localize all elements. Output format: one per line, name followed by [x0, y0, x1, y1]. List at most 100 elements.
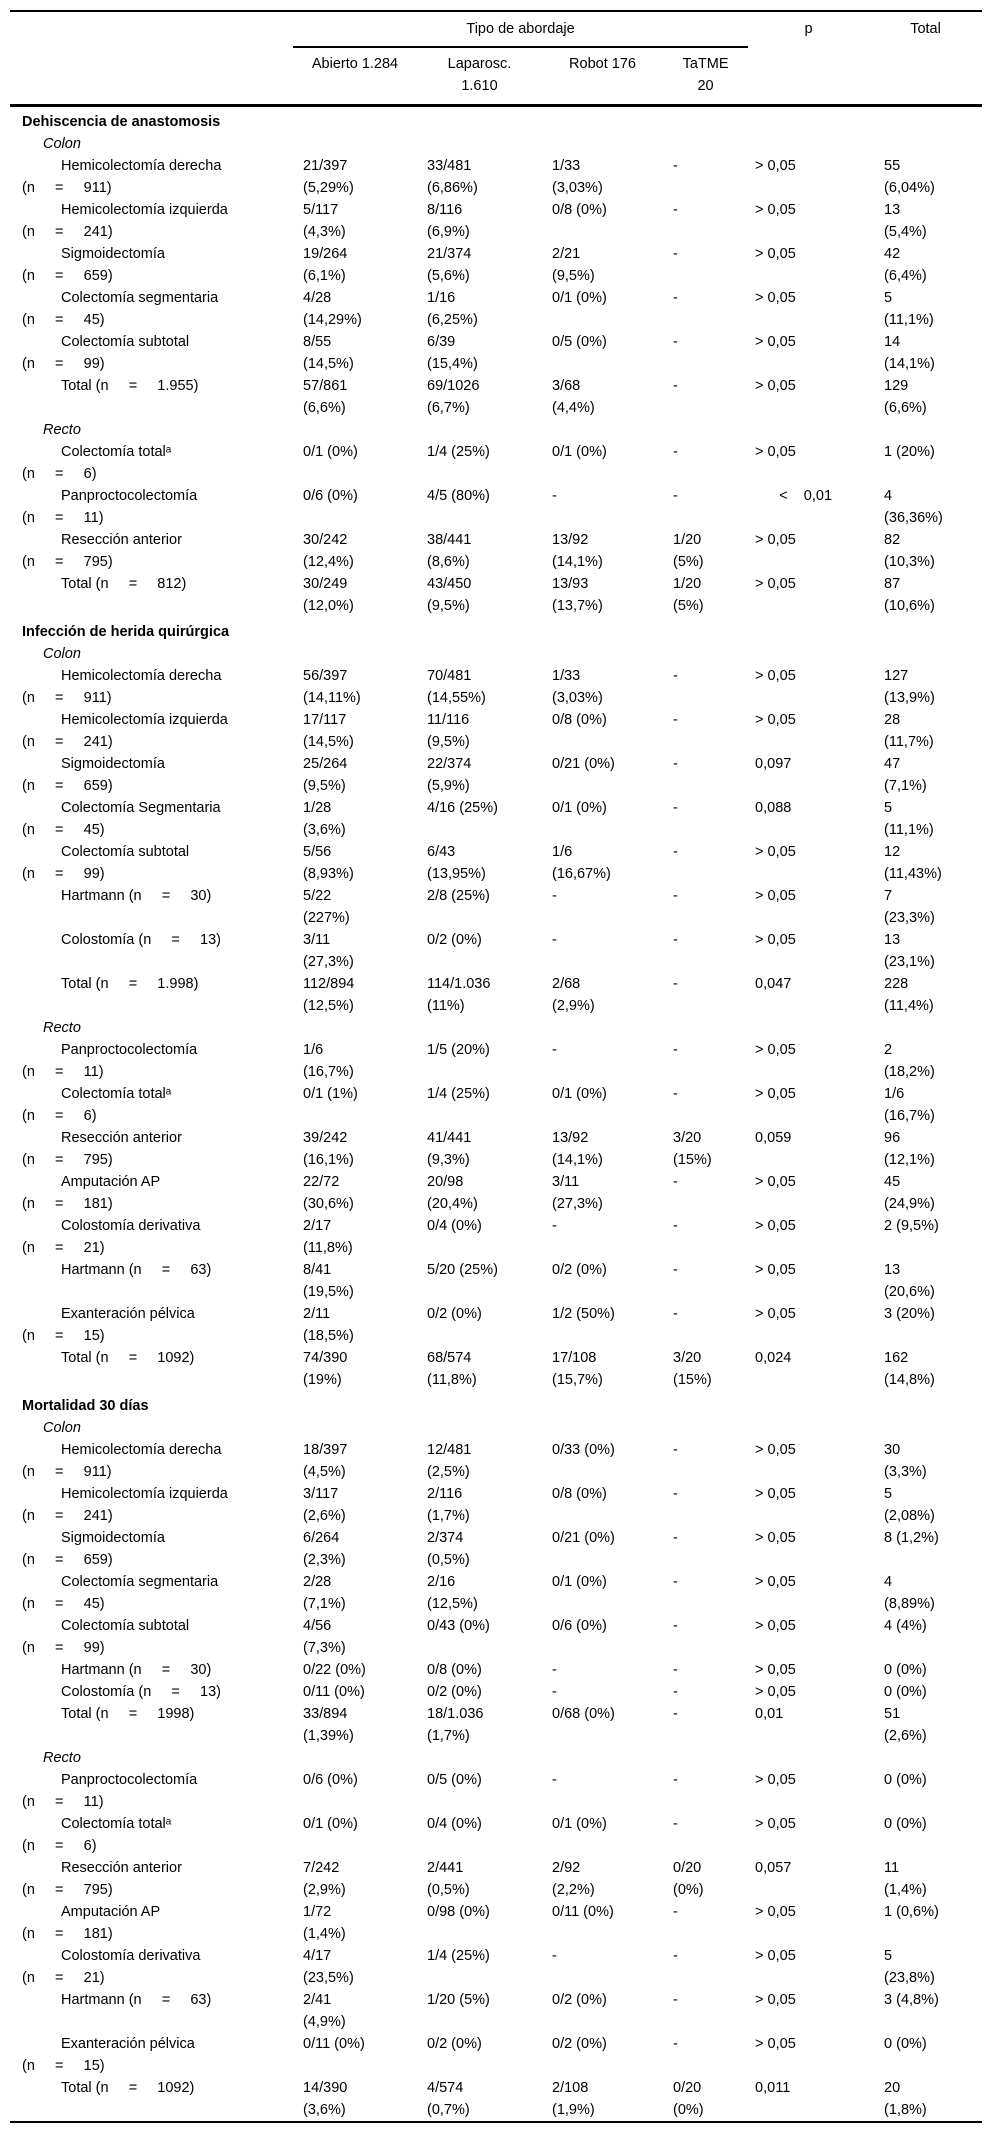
p-value-cell: > 0,05 — [755, 712, 796, 728]
robot-cell: 3/68 (4,4%) — [552, 378, 595, 416]
abierto-cell: 0/11 (0%) — [303, 2036, 365, 2052]
p-value-cell: > 0,05 — [755, 202, 796, 218]
p-value-cell: > 0,05 — [755, 290, 796, 306]
robot-cell: - — [552, 888, 557, 904]
header-row-approaches: Abierto 1.284 Laparosc. 1.610 Robot 176 … — [10, 47, 982, 107]
procedure-label: Colectomía segmentaria (n = 45) — [22, 1574, 219, 1612]
tatme-cell: - — [673, 712, 678, 728]
robot-cell: 2/108 (1,9%) — [552, 2080, 595, 2118]
procedure-row: Hemicolectomía izquierda (n = 241) 3/117 … — [10, 1483, 982, 1527]
p-value-cell: > 0,05 — [755, 2036, 796, 2052]
procedure-row: Panproctocolectomía (n = 11) 0/6 (0%) 0/5 … — [10, 1769, 982, 1813]
robot-cell: 0/8 (0%) — [552, 712, 607, 728]
procedure-row: Total (n = 812) 30/249 (12,0%) 43/450 (9,5… — [10, 573, 982, 617]
abierto-cell: 74/390 (19%) — [303, 1350, 348, 1388]
robot-cell: - — [552, 1042, 557, 1058]
tatme-cell: - — [673, 888, 678, 904]
laparosc-cell: 18/1.036 (1,7%) — [427, 1706, 484, 1744]
tatme-cell: - — [673, 976, 678, 992]
p-value-cell: > 0,05 — [755, 1262, 796, 1278]
tatme-cell: 1/20 (5%) — [673, 532, 704, 570]
procedure-label: Exanteración pélvica (n = 15) — [22, 2036, 195, 2074]
total-cell: 55 (6,04%) — [884, 158, 935, 196]
procedure-row: Exanteración pélvica (n = 15) 0/11 (0%) 0/… — [10, 2033, 982, 2077]
procedure-row: Colectomía Segmentaria (n = 45) 1/28 (3,6… — [10, 797, 982, 841]
abierto-cell: 25/264 (9,5%) — [303, 756, 348, 794]
laparosc-cell: 0/4 (0%) — [427, 1816, 482, 1832]
robot-cell: - — [552, 1772, 557, 1788]
abierto-cell: 112/894 (12,5%) — [303, 976, 355, 1014]
p-value-cell: > 0,05 — [755, 1992, 796, 2008]
total-cell: 20 (1,8%) — [884, 2080, 927, 2118]
abierto-cell: 7/242 (2,9%) — [303, 1860, 346, 1898]
total-cell: 82 (10,3%) — [884, 532, 935, 570]
total-cell: 2 (18,2%) — [884, 1042, 935, 1080]
total-cell: 5 (11,1%) — [884, 800, 934, 838]
procedure-row: Hemicolectomía izquierda (n = 241) 5/117 … — [10, 199, 982, 243]
p-value-cell: > 0,05 — [755, 334, 796, 350]
total-cell: 0 (0%) — [884, 1684, 927, 1700]
abierto-cell: 4/56 (7,3%) — [303, 1618, 346, 1656]
robot-cell: 13/92 (14,1%) — [552, 1130, 603, 1168]
outcomes-table: Tipo de abordaje p Total Abierto 1.284 L… — [10, 10, 983, 2123]
robot-cell: 0/21 (0%) — [552, 756, 615, 772]
total-cell: 228 (11,4%) — [884, 976, 934, 1014]
robot-cell: - — [552, 488, 557, 504]
tatme-cell: - — [673, 202, 678, 218]
p-value-cell: > 0,05 — [755, 1816, 796, 1832]
abierto-cell: 33/894 (1,39%) — [303, 1706, 354, 1744]
total-cell: 3 (4,8%) — [884, 1992, 939, 2008]
p-value-cell: > 0,05 — [755, 378, 796, 394]
total-cell: 8 (1,2%) — [884, 1530, 939, 1546]
procedure-row: Colostomía derivativa (n = 21) 4/17 (23,5… — [10, 1945, 982, 1989]
laparosc-cell: 5/20 (25%) — [427, 1262, 498, 1278]
laparosc-cell: 0/5 (0%) — [427, 1772, 482, 1788]
laparosc-cell: 0/43 (0%) — [427, 1618, 490, 1634]
procedure-label: Colectomía subtotal (n = 99) — [22, 1618, 190, 1656]
robot-cell: 0/5 (0%) — [552, 334, 607, 350]
procedure-row: Hartmann (n = 30) 0/22 (0%) 0/8 (0%) - - > 0,… — [10, 1659, 982, 1681]
tatme-cell: 3/20 (15%) — [673, 1130, 712, 1168]
p-value-cell: 0,047 — [755, 976, 792, 992]
tatme-cell: - — [673, 1306, 678, 1322]
total-cell: 87 (10,6%) — [884, 576, 935, 614]
procedure-label: Hartmann (n = 63) — [61, 1992, 212, 2008]
procedure-label: Resección anterior (n = 795) — [22, 1860, 182, 1898]
p-value-cell: > 0,05 — [755, 668, 796, 684]
abierto-cell: 22/72 (30,6%) — [303, 1174, 354, 1212]
robot-cell: 1/6 (16,67%) — [552, 844, 611, 882]
tatme-cell: 3/20 (15%) — [673, 1350, 712, 1388]
laparosc-cell: 68/574 (11,8%) — [427, 1350, 477, 1388]
laparosc-cell: 70/481 (14,55%) — [427, 668, 486, 706]
p-value-cell: 0,059 — [755, 1130, 792, 1146]
procedure-row: Hemicolectomía derecha (n = 911) 18/397 (… — [10, 1439, 982, 1483]
subsection-label: Colon — [43, 1420, 81, 1436]
robot-cell: 0/8 (0%) — [552, 202, 607, 218]
total-cell: 0 (0%) — [884, 1772, 927, 1788]
procedure-label: Colostomía derivativa (n = 21) — [22, 1218, 201, 1256]
p-value-cell: 0,088 — [755, 800, 792, 816]
robot-cell: - — [552, 1218, 557, 1234]
tatme-cell: 1/20 (5%) — [673, 576, 704, 614]
total-cell: 4 (8,89%) — [884, 1574, 935, 1612]
procedure-label: Colostomía (n = 13) — [61, 1684, 221, 1700]
abierto-cell: 1/72 (1,4%) — [303, 1904, 346, 1942]
robot-cell: 2/92 (2,2%) — [552, 1860, 595, 1898]
abierto-cell: 2/17 (11,8%) — [303, 1218, 353, 1256]
laparosc-cell: 22/374 (5,9%) — [427, 756, 472, 794]
abierto-cell: 1/28 (3,6%) — [303, 800, 346, 838]
p-value-cell: 0,097 — [755, 756, 792, 772]
total-cell: 1 (0,6%) — [884, 1904, 939, 1920]
section-row: Dehiscencia de anastomosis — [10, 106, 982, 134]
tatme-cell: - — [673, 1772, 678, 1788]
section-title: Mortalidad 30 días — [22, 1398, 149, 1414]
total-cell: 51 (2,6%) — [884, 1706, 927, 1744]
tatme-cell: - — [673, 1684, 678, 1700]
procedure-row: Hartmann (n = 30) 5/22 (227%) 2/8 (25%) - - >… — [10, 885, 982, 929]
tatme-cell: - — [673, 1618, 678, 1634]
total-column-header: Total — [869, 11, 983, 107]
p-value-cell: > 0,05 — [755, 1218, 796, 1234]
procedure-row: Colostomía (n = 13) 0/11 (0%) 0/2 (0%) - - > … — [10, 1681, 982, 1703]
robot-cell: 2/21 (9,5%) — [552, 246, 595, 284]
robot-cell: 1/33 (3,03%) — [552, 158, 603, 196]
